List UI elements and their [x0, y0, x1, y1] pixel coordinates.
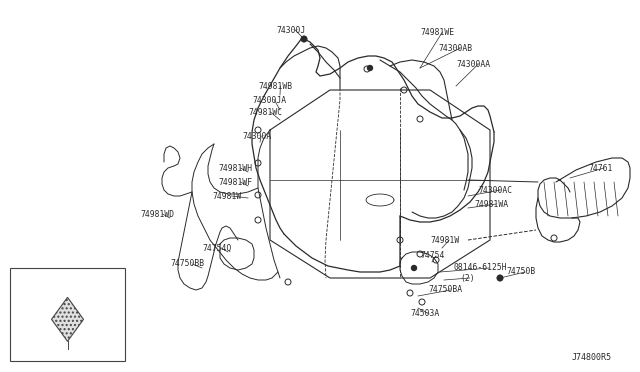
Text: 74300A: 74300A	[242, 131, 271, 141]
Text: 74300AA: 74300AA	[456, 60, 490, 68]
Text: 74981WD: 74981WD	[140, 209, 174, 218]
Bar	[10, 268, 125, 361]
Text: INSULATOR FUSIBLE: INSULATOR FUSIBLE	[15, 277, 94, 286]
Text: 74750B: 74750B	[506, 267, 535, 276]
Text: 74981WB: 74981WB	[258, 81, 292, 90]
Text: 74750BA: 74750BA	[428, 285, 462, 295]
Text: 74981WE: 74981WE	[420, 28, 454, 36]
Text: 74750BB: 74750BB	[170, 260, 204, 269]
Circle shape	[301, 36, 307, 42]
Text: J74800R5: J74800R5	[572, 353, 612, 362]
Text: 74882R: 74882R	[53, 349, 82, 358]
Text: 74761: 74761	[588, 164, 612, 173]
Text: 74981WA: 74981WA	[474, 199, 508, 208]
Text: 74300J: 74300J	[276, 26, 305, 35]
Circle shape	[497, 276, 502, 280]
Text: 74754: 74754	[420, 251, 444, 260]
Text: 74981W: 74981W	[430, 235, 460, 244]
Text: (2): (2)	[460, 273, 475, 282]
Circle shape	[412, 266, 417, 270]
Text: 74300AB: 74300AB	[438, 44, 472, 52]
Text: 74754Q: 74754Q	[202, 244, 231, 253]
Polygon shape	[52, 297, 84, 341]
Circle shape	[367, 65, 372, 71]
Text: 74981WH: 74981WH	[218, 164, 252, 173]
Text: 74981WF: 74981WF	[218, 177, 252, 186]
Text: 74503A: 74503A	[410, 310, 439, 318]
Text: 74300AC: 74300AC	[478, 186, 512, 195]
Text: 74300JA: 74300JA	[252, 96, 286, 105]
Text: 74981WC: 74981WC	[248, 108, 282, 116]
Text: 08146-6125H: 08146-6125H	[454, 263, 508, 273]
Text: 74981W: 74981W	[212, 192, 241, 201]
